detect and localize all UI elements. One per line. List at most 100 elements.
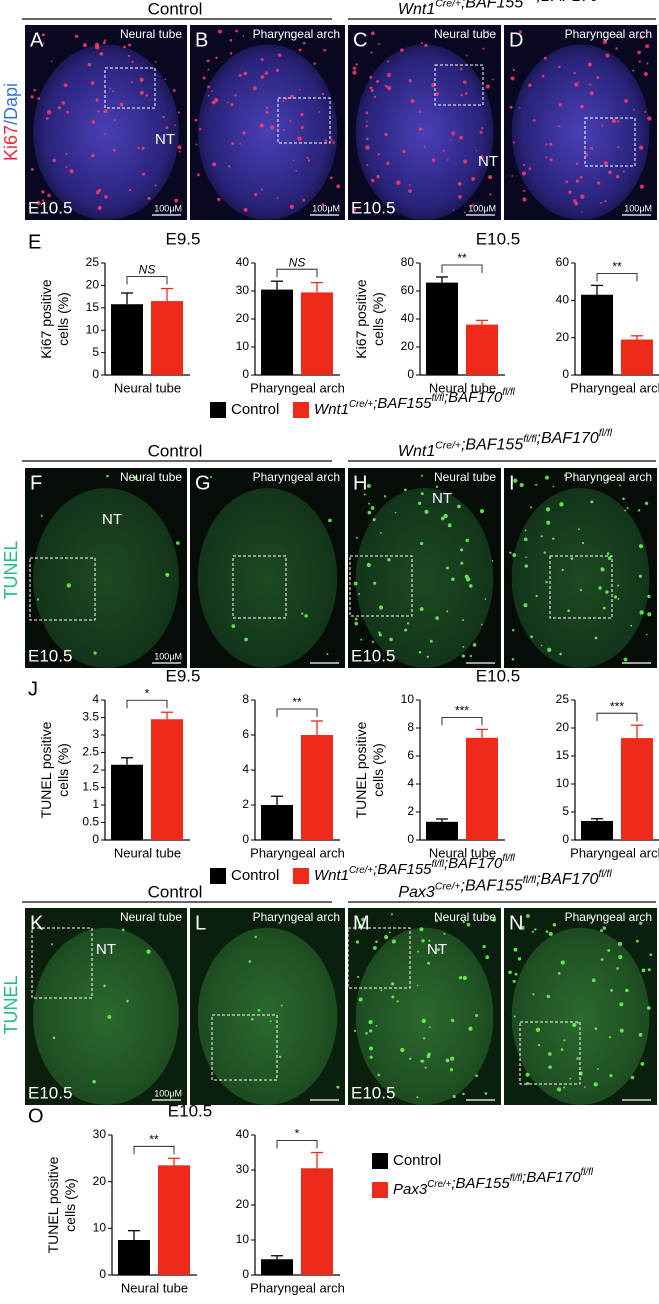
- cell-signal: [402, 149, 406, 154]
- tissue: [511, 927, 650, 1105]
- cell-signal: [475, 1014, 479, 1018]
- cell-signal: [599, 201, 602, 204]
- zoom-box: [549, 555, 613, 619]
- cell-signal: [532, 993, 535, 996]
- cell-signal: [523, 537, 528, 542]
- y-tick-label: 30: [236, 283, 250, 297]
- cell-signal: [608, 170, 612, 175]
- cell-signal: [572, 1022, 577, 1028]
- bar: [301, 1168, 333, 1275]
- y-tick-label: 2.5: [82, 745, 99, 759]
- cell-signal: [479, 130, 483, 134]
- cell-signal: [388, 931, 391, 934]
- cell-signal: [619, 1028, 624, 1033]
- cell-signal: [373, 95, 377, 99]
- tissue: [355, 488, 494, 668]
- cell-signal: [424, 1066, 427, 1069]
- cell-signal: [420, 492, 424, 496]
- cell-signal: [464, 574, 469, 579]
- cell-signal: [644, 110, 647, 113]
- cell-signal: [513, 947, 518, 952]
- cell-signal: [471, 176, 476, 181]
- cell-signal: [632, 69, 635, 72]
- cell-signal: [239, 142, 242, 145]
- cell-signal: [480, 623, 483, 626]
- label: G: [195, 472, 211, 494]
- cell-signal: [510, 76, 515, 81]
- cell-signal: [530, 506, 533, 509]
- label: Control: [148, 882, 203, 901]
- cell-signal: [625, 988, 629, 993]
- significance-label: NS: [139, 263, 156, 277]
- cell-signal: [259, 123, 264, 128]
- cell-signal: [512, 979, 516, 983]
- cell-signal: [406, 622, 410, 625]
- cell-signal: [624, 509, 627, 512]
- cell-signal: [373, 581, 377, 585]
- significance-bracket: [126, 699, 168, 709]
- y-tick-label: 10: [236, 339, 250, 353]
- bar: [151, 719, 183, 840]
- cell-signal: [66, 583, 72, 588]
- cell-signal: [104, 195, 108, 199]
- cell-signal: [366, 164, 369, 167]
- cell-signal: [384, 132, 388, 137]
- cell-signal: [230, 103, 234, 107]
- genotype-sup: fl/fl: [581, 1167, 594, 1178]
- cell-signal: [619, 484, 621, 487]
- cell-signal: [509, 551, 512, 555]
- cell-signal: [521, 171, 527, 176]
- cell-signal: [546, 520, 551, 525]
- significance-bracket: [596, 272, 638, 282]
- cell-signal: [365, 111, 369, 115]
- cell-signal: [559, 502, 564, 507]
- cell-signal: [618, 955, 623, 960]
- label: NT: [102, 511, 122, 528]
- cell-signal: [52, 1036, 56, 1040]
- cell-signal: [358, 923, 363, 929]
- cell-signal: [513, 478, 518, 483]
- cell-signal: [418, 651, 422, 654]
- cell-signal: [514, 972, 518, 976]
- cell-signal: [354, 621, 359, 626]
- cell-signal: [408, 183, 411, 186]
- cell-signal: [462, 1092, 465, 1096]
- cell-signal: [387, 60, 390, 63]
- y-tick-label: 40: [236, 255, 250, 269]
- cell-signal: [616, 967, 619, 970]
- cell-signal: [194, 118, 198, 122]
- significance-label: **: [292, 695, 302, 709]
- cell-signal: [581, 541, 585, 545]
- x-tick-label: Pharyngeal arch: [250, 845, 345, 860]
- cell-signal: [460, 561, 464, 565]
- y-tick-label: 80: [401, 255, 415, 269]
- cell-signal: [409, 1057, 412, 1060]
- y-tick-label: 0: [562, 832, 569, 846]
- zoom-box: [277, 97, 331, 144]
- cell-signal: [372, 518, 376, 522]
- label: Pharyngeal arch: [565, 470, 652, 484]
- cell-signal: [630, 624, 633, 627]
- cell-signal: [579, 588, 583, 592]
- chart-title: E9.5: [166, 229, 201, 248]
- cell-signal: [228, 165, 231, 168]
- cell-signal: [573, 199, 577, 203]
- cell-signal: [575, 162, 579, 165]
- cell-signal: [567, 609, 571, 613]
- label: NT: [96, 941, 116, 958]
- cell-signal: [295, 170, 298, 173]
- y-axis-label: Ki67 positivecells (%): [38, 279, 71, 359]
- cell-signal: [594, 636, 598, 640]
- cell-signal: [647, 968, 651, 972]
- y-axis-label-line: TUNEL positive: [45, 1156, 61, 1253]
- legend-swatch: [210, 868, 226, 884]
- cell-signal: [377, 153, 380, 156]
- y-tick-label: 0: [407, 367, 414, 381]
- cell-signal: [602, 926, 607, 930]
- cell-signal: [365, 145, 370, 150]
- cell-signal: [421, 939, 425, 943]
- chart-title: E9.5: [166, 666, 201, 685]
- cell-signal: [512, 68, 515, 72]
- label: E: [28, 231, 41, 253]
- cell-signal: [107, 1015, 112, 1019]
